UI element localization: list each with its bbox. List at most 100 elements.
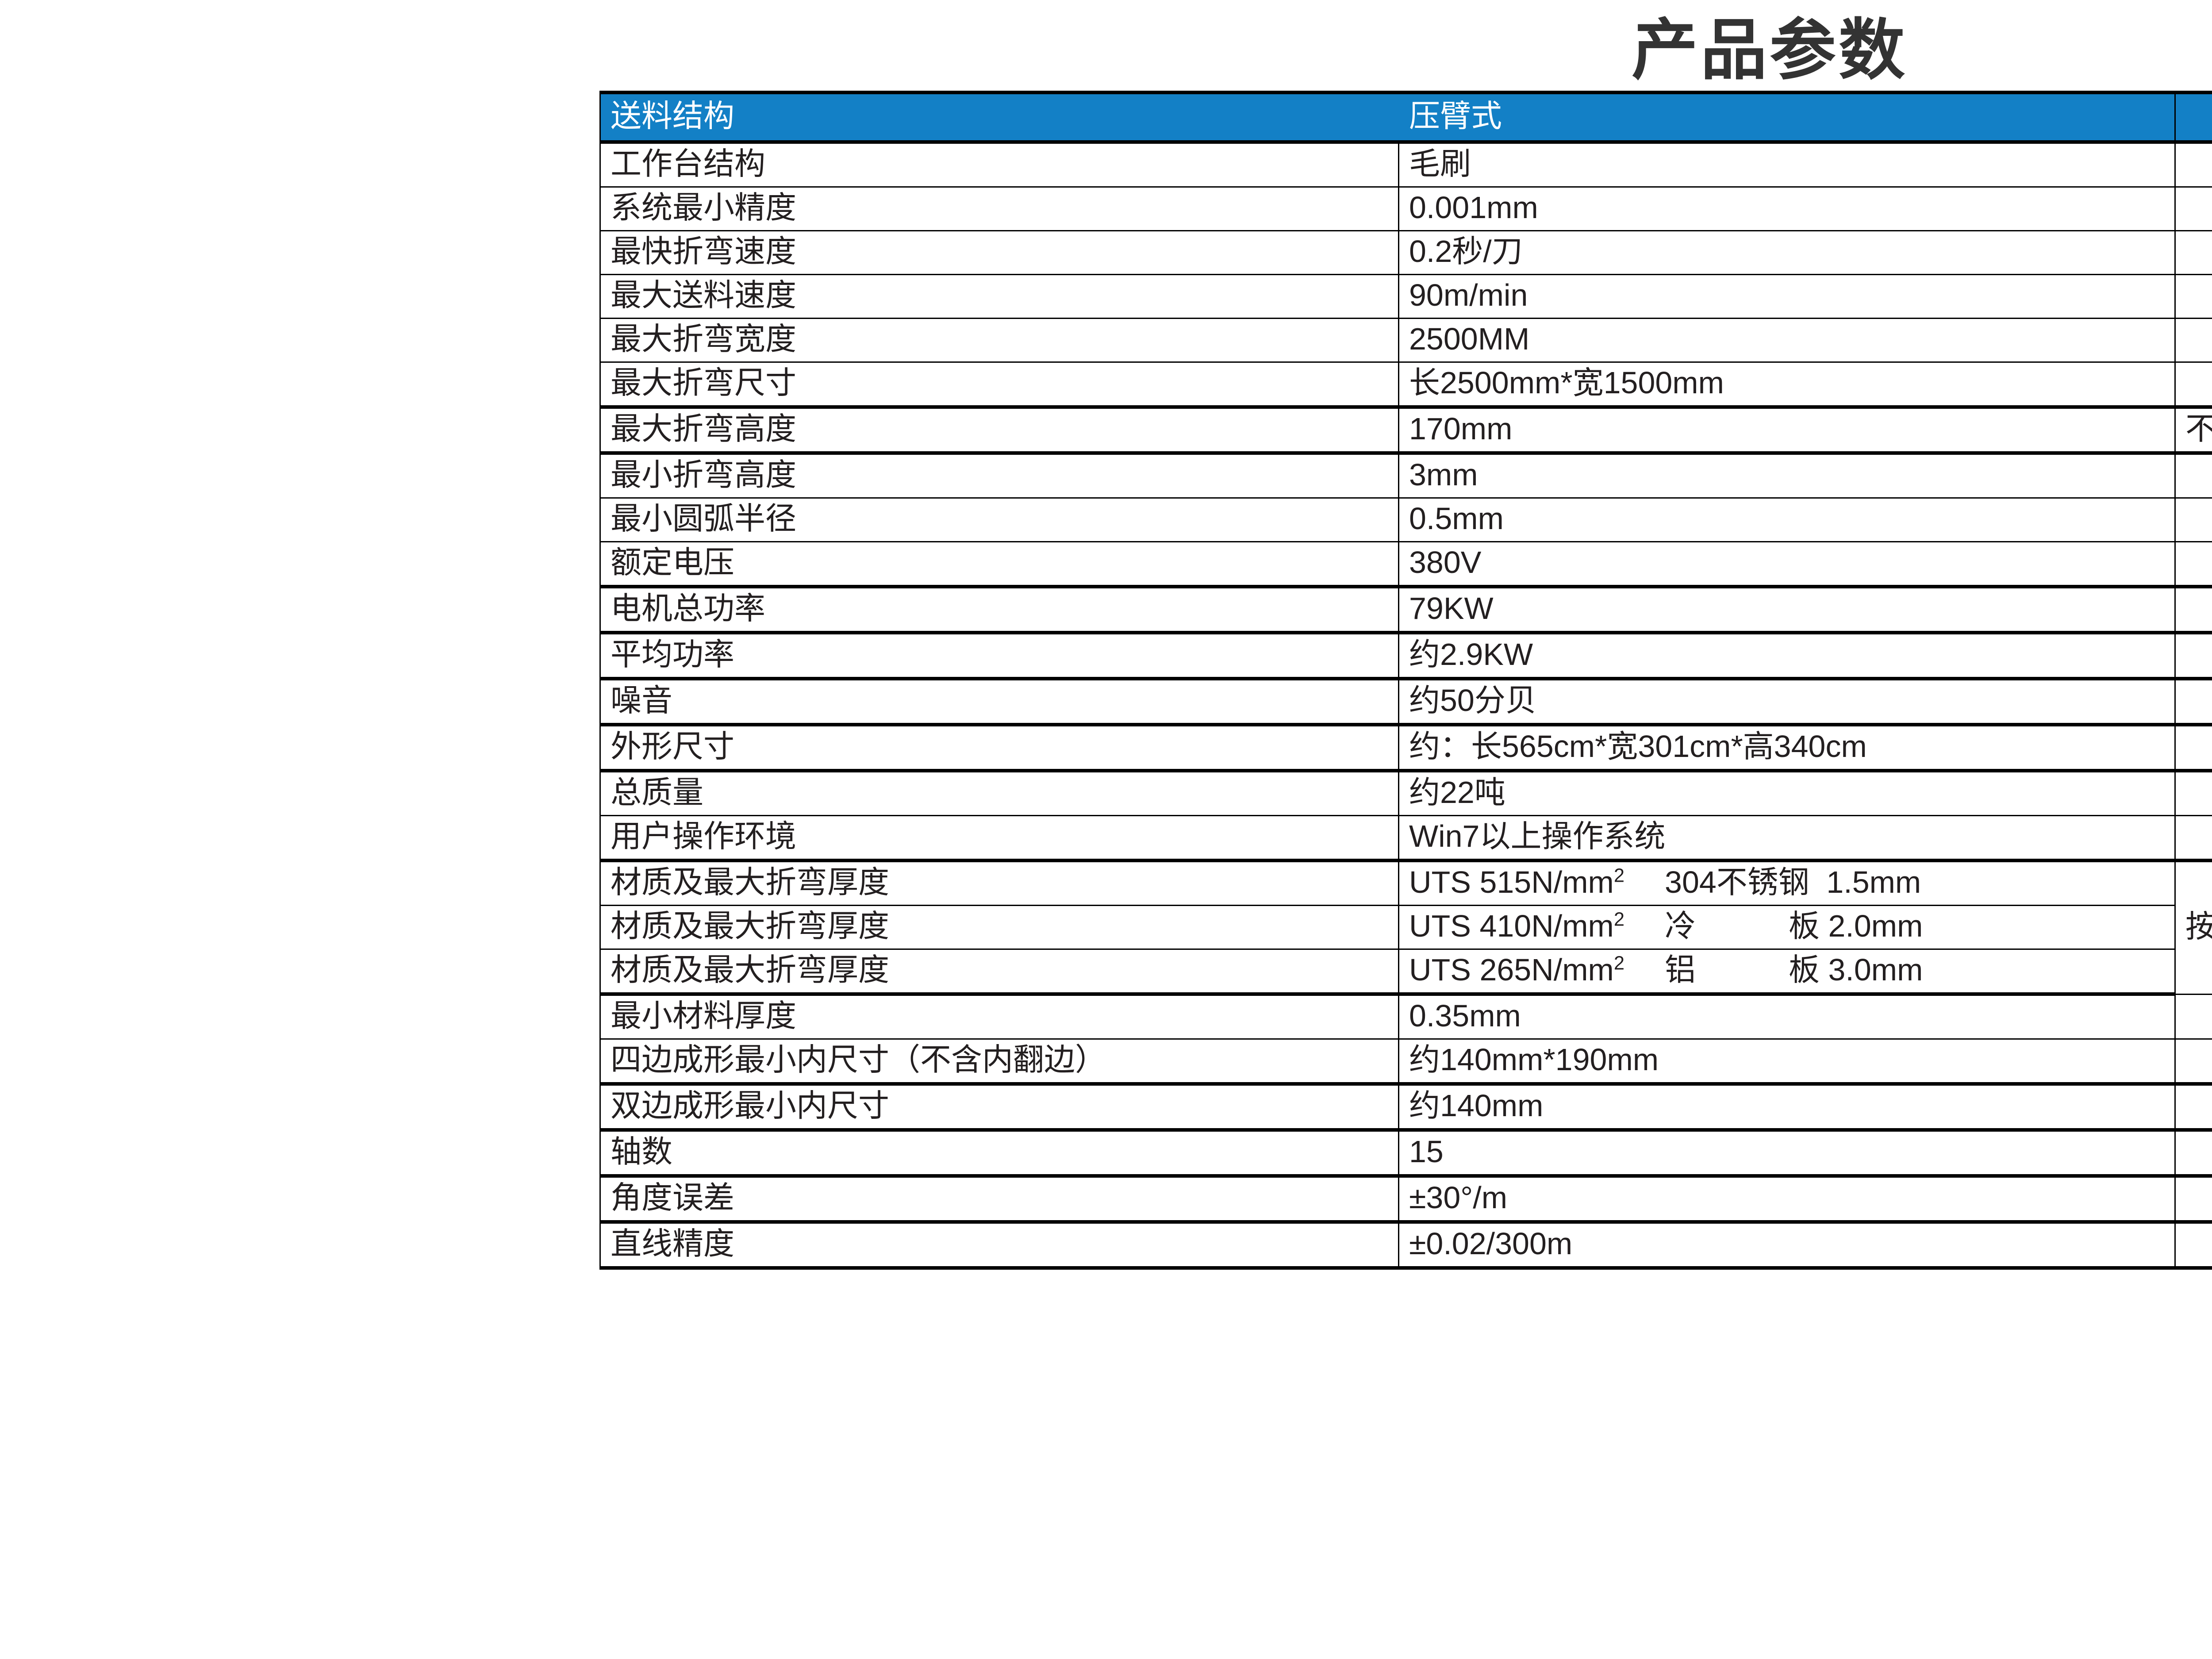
row-label: 材质及最大折弯厚度 bbox=[599, 949, 1399, 996]
row-label: 双边成形最小内尺寸 bbox=[599, 1082, 1399, 1131]
row-note bbox=[2174, 1220, 2212, 1270]
row-label: 总质量 bbox=[599, 769, 1399, 816]
row-note bbox=[2174, 230, 2212, 275]
row-label: 轴数 bbox=[599, 1128, 1399, 1177]
row-value: 0.2秒/刀 bbox=[1398, 230, 2176, 275]
table-row: 用户操作环境 Win7以上操作系统 bbox=[599, 815, 2212, 861]
row-label: 噪音 bbox=[599, 677, 1399, 726]
row-label: 额定电压 bbox=[599, 541, 1399, 588]
row-value: UTS 265N/mm2 铝 板 3.0mm bbox=[1398, 949, 2176, 996]
table-row: 四边成形最小内尺寸（不含内翻边） 约140mm*190mm bbox=[599, 1038, 2212, 1085]
row-value: 0.5mm bbox=[1398, 497, 2176, 542]
header-cell-note bbox=[2174, 91, 2212, 144]
table-header-row: 送料结构 压臂式 bbox=[599, 91, 2212, 144]
material-name: 冷 bbox=[1665, 909, 1696, 943]
row-note bbox=[2174, 361, 2212, 408]
row-note bbox=[2174, 1038, 2212, 1085]
row-value: 90m/min bbox=[1398, 274, 2176, 319]
uts-text: UTS 515N/mm bbox=[1409, 865, 1614, 899]
row-value: 15 bbox=[1398, 1128, 2176, 1177]
row-label: 电机总功率 bbox=[599, 585, 1399, 634]
row-note bbox=[2174, 993, 2212, 1040]
row-value: 380V bbox=[1398, 541, 2176, 588]
row-label: 最大折弯尺寸 bbox=[599, 361, 1399, 408]
uts-text: UTS 265N/mm bbox=[1409, 952, 1614, 987]
table-row: 电机总功率 79KW bbox=[599, 585, 2212, 634]
table-row: 噪音 约50分贝 bbox=[599, 677, 2212, 726]
row-note bbox=[2174, 585, 2212, 634]
table-body: 工作台结构 毛刷 系统最小精度 0.001mm 最快折弯速度 0.2秒/刀 最大… bbox=[599, 141, 2212, 1270]
table-row: 最大折弯宽度 2500MM bbox=[599, 318, 2212, 363]
row-label: 最小圆弧半径 bbox=[599, 497, 1399, 542]
table-row: 轴数 15 bbox=[599, 1128, 2212, 1177]
row-note bbox=[2174, 1128, 2212, 1177]
row-value: 0.35mm bbox=[1398, 993, 2176, 1040]
row-label: 最小折弯高度 bbox=[599, 451, 1399, 499]
table-row: 直线精度 ±0.02/300m bbox=[599, 1220, 2212, 1270]
row-label: 平均功率 bbox=[599, 631, 1399, 680]
uts-superscript: 2 bbox=[1613, 952, 1625, 974]
table-row: 总质量 约22吨 bbox=[599, 769, 2212, 816]
material-group-note: 按照0.8mm厚度出厂调机 bbox=[2174, 859, 2212, 995]
row-value: ±30°/m bbox=[1398, 1174, 2176, 1223]
material-row: 材质及最大折弯厚度 UTS 410N/mm2 冷 板 2.0mm bbox=[599, 905, 2212, 950]
table-row: 最小圆弧半径 0.5mm bbox=[599, 497, 2212, 542]
material-name: 304不锈钢 bbox=[1665, 865, 1809, 899]
row-note bbox=[2174, 318, 2212, 363]
table-row: 最大折弯尺寸 长2500mm*宽1500mm bbox=[599, 361, 2212, 408]
row-label: 材质及最大折弯厚度 bbox=[599, 859, 1399, 906]
row-value: 2500MM bbox=[1398, 318, 2176, 363]
table-row: 最大送料速度 90m/min bbox=[599, 274, 2212, 319]
row-label: 四边成形最小内尺寸（不含内翻边） bbox=[599, 1038, 1399, 1085]
row-note bbox=[2174, 141, 2212, 188]
table-row: 额定电压 380V bbox=[599, 541, 2212, 588]
table-row: 最小材料厚度 0.35mm bbox=[599, 993, 2212, 1040]
header-cell-value: 压臂式 bbox=[1398, 91, 2176, 144]
row-label: 角度误差 bbox=[599, 1174, 1399, 1223]
table-row: 平均功率 约2.9KW bbox=[599, 631, 2212, 680]
table-row: 系统最小精度 0.001mm bbox=[599, 186, 2212, 231]
row-value: 3mm bbox=[1398, 451, 2176, 499]
row-label: 用户操作环境 bbox=[599, 815, 1399, 861]
row-label: 最大折弯高度 bbox=[599, 405, 1399, 454]
row-value: 约22吨 bbox=[1398, 769, 2176, 816]
material-thickness: 板 3.0mm bbox=[1789, 952, 1923, 987]
row-value: 79KW bbox=[1398, 585, 2176, 634]
uts-superscript: 2 bbox=[1613, 865, 1625, 887]
row-note bbox=[2174, 815, 2212, 861]
row-note bbox=[2174, 186, 2212, 231]
table-row: 最大折弯高度 170mm 不含合页刀高度 bbox=[599, 405, 2212, 454]
header-cell-label: 送料结构 bbox=[599, 91, 1399, 144]
table-row: 最快折弯速度 0.2秒/刀 bbox=[599, 230, 2212, 275]
row-note bbox=[2174, 451, 2212, 499]
row-label: 最大折弯宽度 bbox=[599, 318, 1399, 363]
row-value: UTS 410N/mm2 冷 板 2.0mm bbox=[1398, 905, 2176, 950]
row-label: 工作台结构 bbox=[599, 141, 1399, 188]
product-parameters-table: 送料结构 压臂式 工作台结构 毛刷 系统最小精度 0.001mm 最快折弯速 bbox=[599, 91, 2212, 1270]
row-value: ±0.02/300m bbox=[1398, 1220, 2176, 1270]
row-label: 系统最小精度 bbox=[599, 186, 1399, 231]
table-row: 工作台结构 毛刷 bbox=[599, 141, 2212, 188]
row-note: 不含合页刀高度 bbox=[2174, 405, 2212, 454]
row-label: 最快折弯速度 bbox=[599, 230, 1399, 275]
table-row: 最小折弯高度 3mm bbox=[599, 451, 2212, 499]
row-note bbox=[2174, 497, 2212, 542]
material-thickness: 1.5mm bbox=[1826, 865, 1921, 899]
row-label: 外形尺寸 bbox=[599, 723, 1399, 772]
row-value: 170mm bbox=[1398, 405, 2176, 454]
uts-superscript: 2 bbox=[1613, 909, 1625, 930]
row-value: Win7以上操作系统 bbox=[1398, 815, 2176, 861]
page-title: 产品参数 bbox=[1631, 13, 1908, 87]
row-label: 材质及最大折弯厚度 bbox=[599, 905, 1399, 950]
row-value: 约140mm bbox=[1398, 1082, 2176, 1131]
row-note bbox=[2174, 723, 2212, 772]
material-name: 铝 bbox=[1665, 952, 1696, 987]
row-note bbox=[2174, 541, 2212, 588]
row-label: 直线精度 bbox=[599, 1220, 1399, 1270]
row-label: 最大送料速度 bbox=[599, 274, 1399, 319]
row-value: 约50分贝 bbox=[1398, 677, 2176, 726]
material-thickness: 板 2.0mm bbox=[1789, 909, 1923, 943]
material-row: 材质及最大折弯厚度 UTS 265N/mm2 铝 板 3.0mm bbox=[599, 949, 2212, 996]
